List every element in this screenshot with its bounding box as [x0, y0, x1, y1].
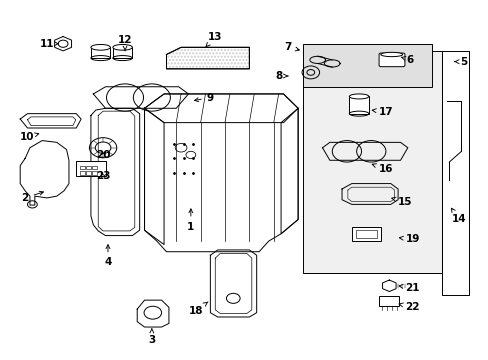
- Text: 9: 9: [194, 93, 213, 103]
- Text: 21: 21: [398, 283, 419, 293]
- Ellipse shape: [348, 94, 368, 99]
- Bar: [92, 166, 97, 169]
- Bar: [348, 96, 368, 114]
- Bar: [303, 44, 431, 87]
- Text: 20: 20: [96, 150, 110, 160]
- Text: 8: 8: [274, 71, 287, 81]
- Text: 1: 1: [187, 209, 194, 231]
- Text: 11: 11: [40, 39, 58, 49]
- Text: 4: 4: [104, 245, 111, 267]
- Ellipse shape: [380, 52, 402, 57]
- Text: 16: 16: [371, 164, 392, 174]
- Text: 15: 15: [391, 197, 412, 207]
- Bar: [86, 166, 91, 169]
- Text: 22: 22: [398, 302, 419, 312]
- Text: 5: 5: [454, 57, 467, 67]
- Bar: [303, 51, 441, 273]
- Text: 18: 18: [188, 302, 207, 316]
- Bar: [76, 161, 105, 176]
- Ellipse shape: [91, 44, 110, 50]
- Text: 7: 7: [284, 42, 299, 52]
- Text: 19: 19: [399, 234, 419, 244]
- Text: 6: 6: [400, 55, 413, 65]
- Text: 17: 17: [371, 107, 392, 117]
- Bar: [86, 171, 91, 175]
- Text: 12: 12: [118, 35, 132, 51]
- Bar: [378, 296, 398, 306]
- Bar: [92, 171, 97, 175]
- Text: 10: 10: [20, 132, 39, 142]
- Text: 14: 14: [450, 208, 466, 224]
- Bar: [351, 227, 380, 241]
- Bar: [80, 166, 85, 169]
- Text: 3: 3: [148, 329, 155, 345]
- FancyBboxPatch shape: [378, 53, 404, 67]
- Text: 13: 13: [205, 32, 222, 47]
- Text: 23: 23: [96, 171, 110, 181]
- Bar: [80, 171, 85, 175]
- Ellipse shape: [113, 44, 132, 50]
- Text: 2: 2: [21, 191, 43, 203]
- Bar: [355, 230, 376, 238]
